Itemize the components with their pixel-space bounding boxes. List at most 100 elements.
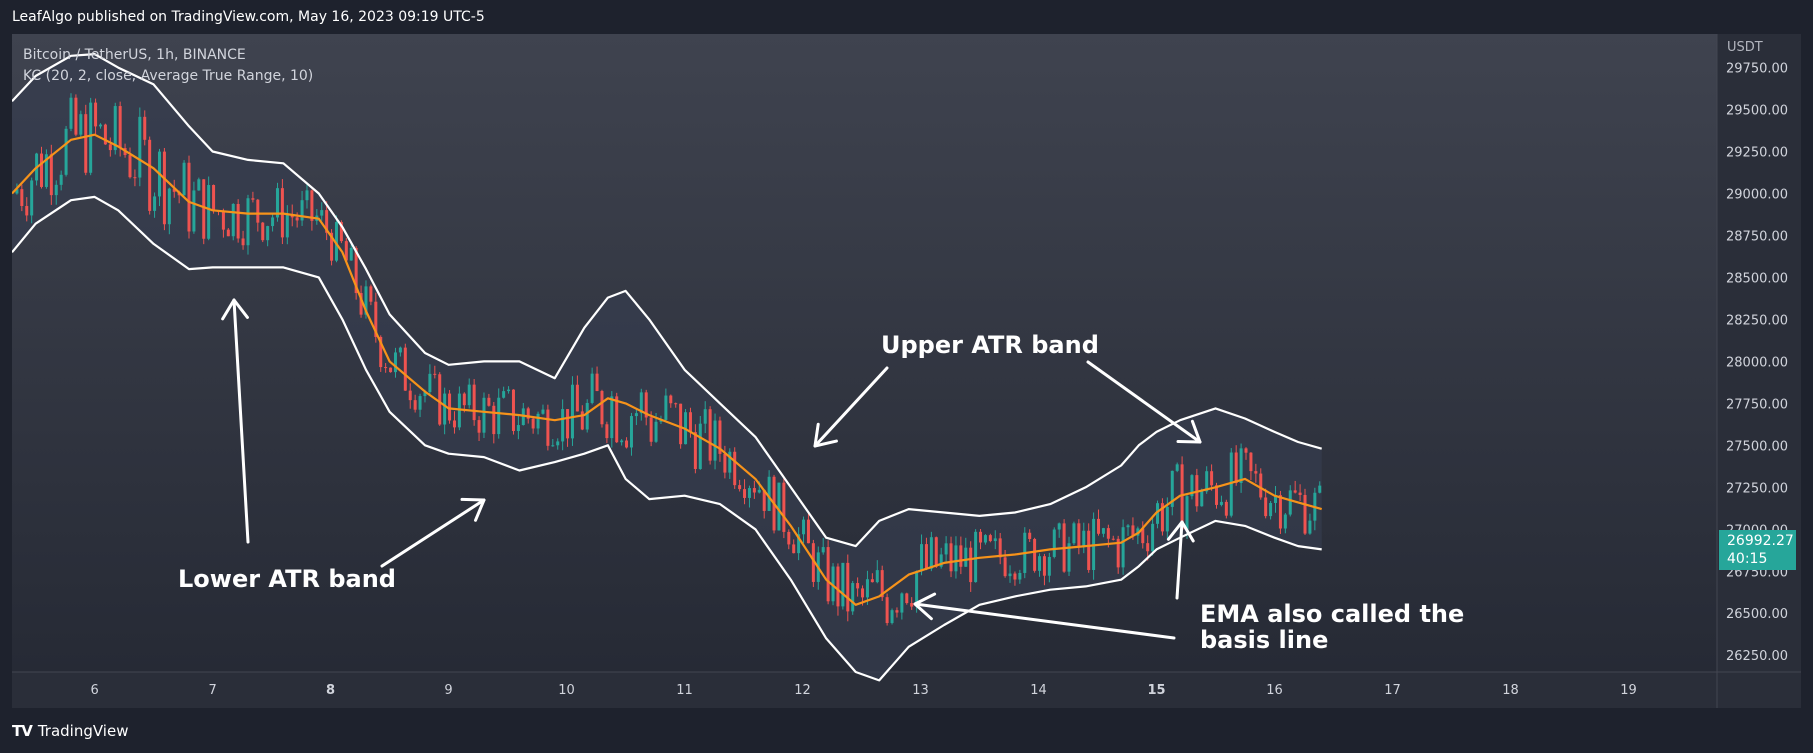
- candle-body: [1210, 471, 1214, 486]
- candle-body: [954, 545, 958, 572]
- candle-body: [777, 482, 781, 531]
- x-tick-label: 6: [90, 683, 98, 698]
- candle-body: [1244, 448, 1248, 453]
- candle-body: [821, 547, 825, 553]
- y-tick-label: 28500.00: [1726, 271, 1788, 286]
- candle-body: [1229, 452, 1233, 516]
- candle-body: [492, 405, 496, 435]
- symbol-legend[interactable]: Bitcoin / TetherUS, 1h, BINANCE: [23, 47, 246, 63]
- candle-body: [236, 203, 240, 239]
- candle-body: [831, 566, 835, 602]
- candle-body: [133, 177, 137, 179]
- candle-body: [1072, 523, 1076, 544]
- x-tick-label: 19: [1620, 683, 1637, 698]
- upper-arrow-right: [1086, 360, 1202, 444]
- candle-body: [870, 579, 874, 583]
- candle-body: [1038, 556, 1042, 571]
- candle-body: [1318, 485, 1322, 493]
- ema-arrow-up: [1175, 520, 1184, 600]
- y-tick-label: 27750.00: [1726, 397, 1788, 412]
- tradingview-logo-icon: TV: [12, 722, 33, 740]
- candle-body: [202, 179, 206, 239]
- candle-body: [802, 519, 806, 535]
- published-info: LeafAlgo published on TradingView.com, M…: [12, 9, 485, 25]
- candle-body: [172, 188, 176, 192]
- candle-body: [349, 247, 353, 261]
- candle-body: [944, 543, 948, 555]
- candle-body: [1087, 530, 1091, 570]
- candle-body: [841, 562, 845, 607]
- candle-body: [1018, 572, 1022, 580]
- candle-body: [113, 106, 117, 151]
- candle-body: [988, 535, 992, 542]
- candle-body: [1190, 475, 1194, 497]
- candle-body: [364, 286, 368, 315]
- candle-body: [246, 198, 250, 246]
- candle-body: [693, 432, 697, 469]
- candle-body: [644, 392, 648, 418]
- candle-body: [679, 403, 683, 445]
- candle-body: [625, 440, 629, 448]
- candle-body: [1003, 557, 1007, 577]
- candle-body: [600, 391, 604, 425]
- y-tick-label: 26250.00: [1726, 649, 1788, 664]
- candle-body: [266, 226, 270, 241]
- candle-body: [875, 570, 879, 583]
- candle-body: [959, 545, 963, 567]
- upper-arrow-right-head: [1176, 419, 1202, 444]
- price-chart[interactable]: USDT 29750.00 29500.00 29250.00 29000.00 2875…: [12, 34, 1801, 708]
- candle-body: [79, 114, 83, 135]
- candle-body: [221, 211, 225, 230]
- candle-body: [153, 196, 157, 211]
- chart-legend: Bitcoin / TetherUS, 1h, BINANCE KC (20, …: [23, 45, 313, 87]
- candle-body: [851, 583, 855, 612]
- candle-body: [393, 352, 397, 373]
- candle-body: [330, 232, 334, 261]
- candle-body: [620, 440, 624, 443]
- candle-body: [94, 102, 98, 127]
- candle-body: [389, 367, 393, 373]
- candle-body: [1185, 496, 1189, 530]
- upper-arrow-left: [813, 366, 889, 448]
- candle-body: [192, 190, 196, 232]
- candle-body: [187, 162, 191, 232]
- lower-band-annotation: Lower ATR band: [178, 565, 396, 593]
- candle-body: [880, 570, 884, 598]
- candle-body: [448, 393, 452, 421]
- candle-body: [69, 97, 73, 129]
- candle-body: [708, 409, 712, 461]
- candle-body: [615, 396, 619, 443]
- x-tick-label: 13: [912, 683, 929, 698]
- y-tick-label: 27500.00: [1726, 439, 1788, 454]
- candle-body: [369, 286, 373, 302]
- candle-body: [890, 610, 894, 624]
- tradingview-brand[interactable]: TV TradingView: [12, 722, 128, 740]
- candle-body: [89, 102, 93, 173]
- candle-body: [920, 544, 924, 572]
- candle-body: [403, 347, 407, 391]
- candle-body: [865, 579, 869, 598]
- x-tick-label: 10: [558, 683, 575, 698]
- indicator-legend[interactable]: KC (20, 2, close, Average True Range, 10…: [23, 68, 314, 84]
- candle-body: [526, 408, 530, 419]
- y-tick-label: 27250.00: [1726, 481, 1788, 496]
- candle-body: [634, 413, 638, 417]
- candle-body: [428, 373, 432, 393]
- candle-body: [241, 238, 245, 246]
- candle-body: [1175, 464, 1179, 471]
- candle-body: [1303, 494, 1307, 534]
- candle-body: [497, 397, 501, 435]
- candle-body: [654, 421, 658, 442]
- candle-body: [1170, 470, 1174, 507]
- candle-body: [516, 425, 520, 431]
- candle-body: [197, 179, 201, 191]
- candle-body: [531, 418, 535, 429]
- candle-body: [934, 537, 938, 567]
- candle-body: [856, 583, 860, 589]
- candle-body: [98, 124, 102, 127]
- candle-body: [261, 222, 265, 241]
- candle-body: [1146, 543, 1150, 552]
- candle-body: [438, 374, 442, 425]
- chart-area[interactable]: USDT 29750.00 29500.00 29250.00 29000.00 2875…: [12, 34, 1801, 708]
- candle-body: [15, 189, 19, 194]
